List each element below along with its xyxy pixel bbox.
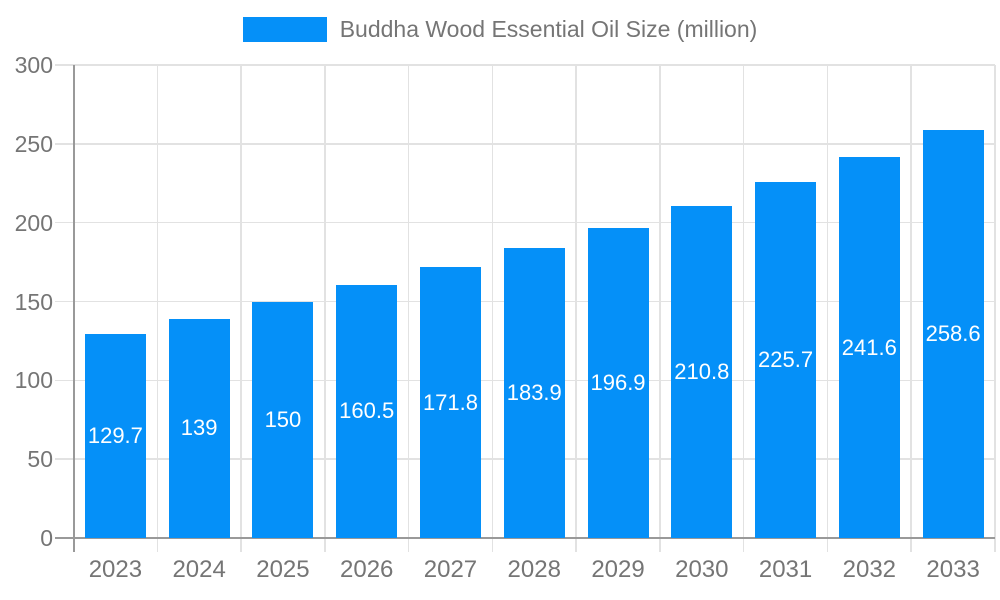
v-gridline — [826, 65, 829, 552]
legend-swatch — [242, 17, 327, 42]
bar: 225.7 — [755, 182, 817, 538]
v-gridline — [240, 65, 242, 552]
bar-value-label: 160.5 — [339, 398, 395, 424]
x-axis-label: 2024 — [172, 556, 226, 583]
x-axis-label: 2032 — [842, 556, 897, 583]
x-axis-label: 2023 — [88, 556, 143, 583]
x-axis-label: 2026 — [340, 556, 394, 583]
bar-value-label: 196.9 — [590, 369, 646, 395]
x-axis-line — [55, 537, 995, 539]
v-gridline — [742, 65, 745, 552]
h-gridline — [55, 143, 995, 145]
bar-value-label: 139 — [180, 415, 218, 441]
bar-value-label: 171.8 — [422, 389, 478, 415]
y-axis-tick-label: 100 — [14, 367, 53, 394]
legend-label: Buddha Wood Essential Oil Size (million) — [339, 16, 758, 42]
v-gridline — [910, 65, 912, 552]
bar: 171.8 — [419, 267, 481, 538]
bar: 129.7 — [84, 333, 146, 538]
v-gridline — [491, 65, 494, 552]
bar-value-label: 258.6 — [925, 321, 981, 347]
x-axis-label: 2028 — [507, 556, 561, 583]
x-axis-label: 2025 — [256, 556, 310, 583]
v-gridline — [324, 65, 326, 552]
y-axis-tick-label: 250 — [14, 130, 53, 157]
v-gridline — [994, 65, 996, 552]
h-gridline — [55, 64, 995, 66]
x-axis-label: 2030 — [675, 556, 729, 583]
bar: 183.9 — [503, 248, 565, 538]
y-axis-tick-label: 150 — [14, 288, 53, 315]
bar-value-label: 241.6 — [841, 334, 897, 360]
bar: 160.5 — [336, 284, 398, 538]
x-axis-label: 2033 — [926, 556, 980, 583]
y-axis-tick-label: 50 — [27, 446, 53, 473]
v-gridline — [407, 65, 410, 552]
v-gridline — [659, 65, 661, 552]
v-gridline — [575, 65, 577, 552]
bar-value-label: 129.7 — [87, 422, 143, 448]
y-axis-tick-label: 200 — [14, 209, 53, 236]
v-gridline — [156, 65, 159, 552]
bar-value-label: 183.9 — [506, 380, 562, 406]
y-axis-tick-label: 0 — [40, 525, 53, 551]
bar: 196.9 — [587, 227, 649, 538]
bar-value-label: 210.8 — [674, 358, 730, 384]
bar: 139 — [168, 318, 230, 538]
x-axis-label: 2031 — [758, 556, 813, 583]
h-gridline — [55, 221, 995, 224]
bar: 210.8 — [671, 205, 733, 538]
y-axis-line — [72, 65, 75, 552]
legend: Buddha Wood Essential Oil Size (million) — [0, 16, 1000, 43]
x-axis-label: 2027 — [423, 556, 478, 583]
bar-value-label: 225.7 — [758, 347, 814, 373]
x-axis-label: 2029 — [591, 556, 645, 583]
y-axis-tick-label: 300 — [14, 52, 53, 78]
bar-value-label: 150 — [264, 406, 302, 432]
bar: 241.6 — [838, 157, 900, 538]
bar: 150 — [252, 301, 314, 538]
bar: 258.6 — [922, 130, 984, 538]
